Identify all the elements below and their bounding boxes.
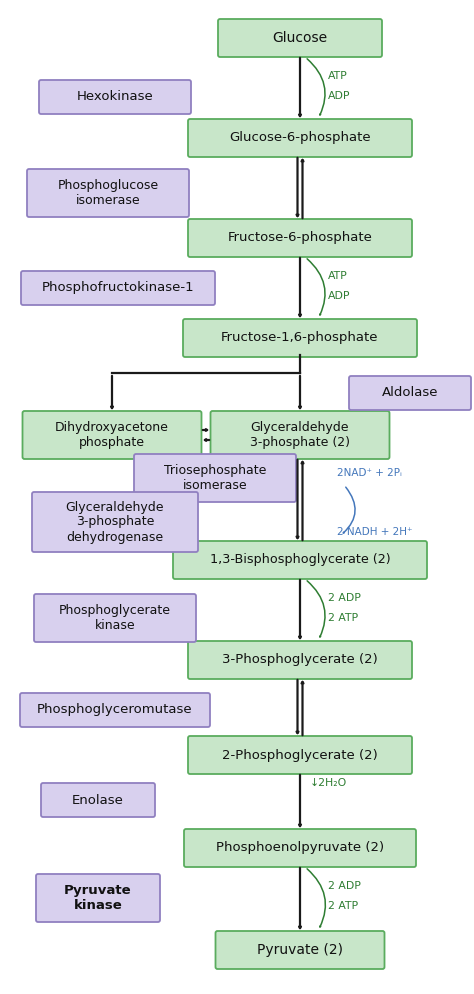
Text: Dihydroxyacetone
phosphate: Dihydroxyacetone phosphate [55, 421, 169, 449]
Text: Glucose-6-phosphate: Glucose-6-phosphate [229, 131, 371, 144]
Text: 3-Phosphoglycerate (2): 3-Phosphoglycerate (2) [222, 653, 378, 667]
Text: Aldolase: Aldolase [382, 387, 438, 400]
Text: ATP: ATP [328, 271, 348, 281]
FancyBboxPatch shape [188, 119, 412, 157]
FancyBboxPatch shape [36, 874, 160, 922]
Text: Triosephosphate
isomerase: Triosephosphate isomerase [164, 464, 266, 492]
FancyBboxPatch shape [21, 271, 215, 305]
FancyBboxPatch shape [173, 541, 427, 579]
Text: Glyceraldehyde
3-phosphate (2): Glyceraldehyde 3-phosphate (2) [250, 421, 350, 449]
Text: Phosphoglyceromutase: Phosphoglyceromutase [37, 704, 193, 717]
Text: Phosphofructokinase-1: Phosphofructokinase-1 [42, 281, 194, 294]
Text: 2 ADP: 2 ADP [328, 881, 361, 891]
FancyBboxPatch shape [216, 931, 384, 969]
Text: Fructose-1,6-phosphate: Fructose-1,6-phosphate [221, 332, 379, 345]
Text: 2-Phosphoglycerate (2): 2-Phosphoglycerate (2) [222, 748, 378, 761]
FancyBboxPatch shape [34, 594, 196, 642]
Text: Pyruvate
kinase: Pyruvate kinase [64, 884, 132, 912]
Text: 2 NADH + 2H⁺: 2 NADH + 2H⁺ [337, 527, 412, 537]
FancyBboxPatch shape [188, 736, 412, 774]
Text: Hexokinase: Hexokinase [77, 90, 154, 103]
Text: Enolase: Enolase [72, 793, 124, 806]
Text: Glyceraldehyde
3-phosphate
dehydrogenase: Glyceraldehyde 3-phosphate dehydrogenase [66, 501, 164, 544]
Text: 1,3-Bisphosphoglycerate (2): 1,3-Bisphosphoglycerate (2) [210, 554, 390, 567]
FancyBboxPatch shape [184, 829, 416, 867]
Text: Phosphoglucose
isomerase: Phosphoglucose isomerase [57, 179, 159, 207]
Text: 2 ADP: 2 ADP [328, 593, 361, 603]
FancyBboxPatch shape [183, 319, 417, 357]
FancyBboxPatch shape [41, 783, 155, 817]
Text: 2 ATP: 2 ATP [328, 901, 358, 911]
FancyBboxPatch shape [349, 376, 471, 410]
Text: ADP: ADP [328, 91, 350, 101]
FancyBboxPatch shape [188, 219, 412, 257]
FancyBboxPatch shape [134, 454, 296, 502]
FancyBboxPatch shape [22, 411, 201, 459]
Text: ADP: ADP [328, 291, 350, 301]
Text: 2NAD⁺ + 2Pᵢ: 2NAD⁺ + 2Pᵢ [337, 468, 402, 478]
FancyBboxPatch shape [32, 492, 198, 552]
Text: Fructose-6-phosphate: Fructose-6-phosphate [228, 232, 373, 245]
FancyBboxPatch shape [39, 80, 191, 114]
FancyBboxPatch shape [210, 411, 390, 459]
Text: 2 ATP: 2 ATP [328, 613, 358, 623]
Text: Phosphoenolpyruvate (2): Phosphoenolpyruvate (2) [216, 842, 384, 855]
Text: ↓2H₂O: ↓2H₂O [310, 778, 347, 788]
FancyBboxPatch shape [20, 693, 210, 727]
Text: ATP: ATP [328, 71, 348, 81]
Text: Glucose: Glucose [273, 31, 328, 45]
Text: Phosphoglycerate
kinase: Phosphoglycerate kinase [59, 604, 171, 632]
FancyBboxPatch shape [188, 641, 412, 679]
FancyBboxPatch shape [218, 19, 382, 57]
Text: Pyruvate (2): Pyruvate (2) [257, 943, 343, 957]
FancyBboxPatch shape [27, 169, 189, 217]
